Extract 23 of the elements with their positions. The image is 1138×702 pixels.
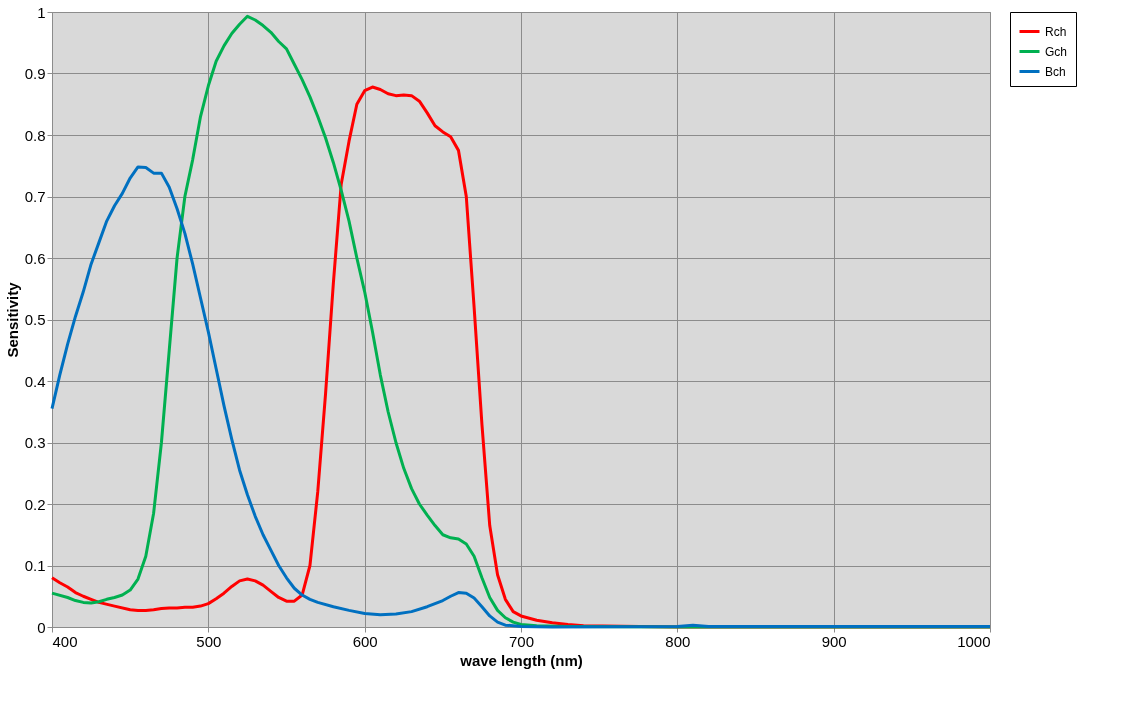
- y-tick-label: 0.8: [24, 126, 46, 144]
- x-axis-title: wave length (nm): [459, 651, 583, 669]
- legend-label: Bch: [1045, 64, 1066, 79]
- legend-label: Rch: [1045, 24, 1067, 39]
- x-tick-label: 600: [352, 632, 378, 650]
- legend-label: Gch: [1045, 44, 1068, 59]
- x-tick-label: 700: [508, 632, 535, 650]
- y-tick-label: 0.9: [24, 65, 46, 82]
- y-tick-label: 0.3: [24, 434, 46, 451]
- x-tick-label: 1000: [957, 632, 991, 650]
- y-tick-label: 0: [37, 618, 46, 636]
- y-tick-label: 0.1: [24, 557, 46, 574]
- x-tick-label: 400: [52, 632, 78, 650]
- x-tick-label: 800: [665, 632, 691, 650]
- y-tick-label: 1: [37, 3, 46, 21]
- y-tick-label: 0.5: [24, 311, 46, 328]
- x-tick-label: 900: [821, 632, 847, 650]
- y-tick-label: 0.4: [24, 372, 46, 390]
- y-tick-label: 0.2: [24, 495, 46, 513]
- y-tick-label: 0.6: [24, 249, 46, 267]
- x-tick-label: 500: [196, 632, 222, 650]
- y-tick-label: 0.7: [24, 188, 46, 205]
- y-axis-title: Sensitivity: [3, 281, 21, 358]
